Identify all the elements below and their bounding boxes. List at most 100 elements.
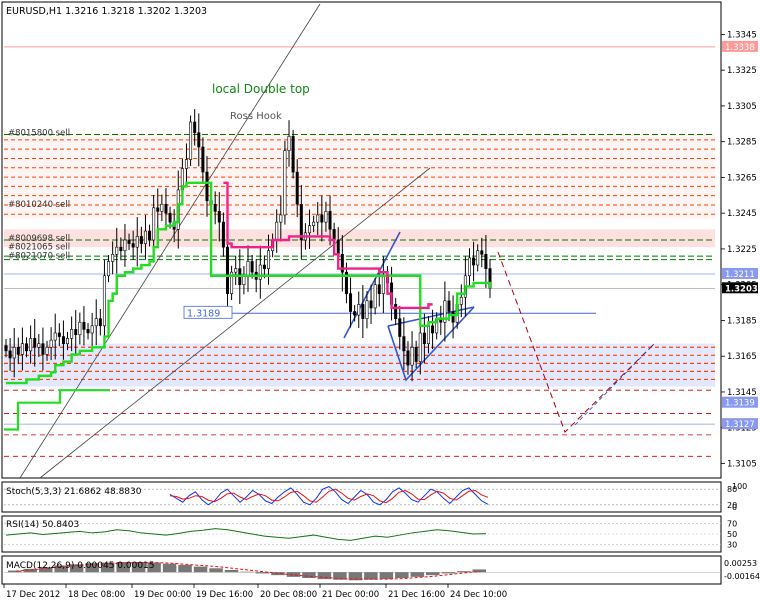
- order-level-label: #8010240 sell: [8, 200, 70, 210]
- candle-body: [82, 321, 86, 330]
- projection-path: [574, 343, 655, 426]
- supply-zone-upper: [4, 132, 715, 219]
- candle-body: [131, 243, 135, 248]
- candle-body: [279, 214, 283, 223]
- candle-body: [283, 150, 287, 216]
- macd-tick-label: -0.00164: [724, 572, 760, 581]
- macd-histogram-bar: [193, 566, 208, 573]
- candle-body: [45, 346, 49, 355]
- y-tick-label: 1.3145: [727, 388, 757, 398]
- candle-body: [217, 211, 221, 223]
- stoch-main-line: [169, 486, 489, 506]
- candle-body: [414, 346, 418, 362]
- candle-body: [57, 332, 61, 337]
- candle-body: [12, 346, 16, 359]
- candle-body: [119, 246, 123, 252]
- macd-histogram-bar: [426, 572, 440, 576]
- fast-ma-line: [6, 181, 492, 385]
- candle-body: [16, 346, 20, 355]
- macd-histogram-bar: [441, 572, 456, 574]
- candle-body: [139, 236, 143, 244]
- candle-body: [152, 207, 156, 241]
- candle-body: [291, 136, 295, 173]
- y-tick-label: 1.3225: [727, 245, 757, 255]
- macd-signal-line: [15, 562, 481, 580]
- candle-body: [246, 261, 250, 277]
- candle-body: [193, 121, 197, 134]
- candle-body: [299, 203, 303, 241]
- candle-body: [332, 228, 336, 241]
- candle-body: [340, 254, 344, 273]
- price-label: 1.3338: [725, 43, 755, 53]
- macd-histogram-bar: [364, 572, 378, 580]
- macd-histogram-bar: [38, 567, 53, 573]
- candle-body: [107, 261, 111, 277]
- stoch-tick-label: 80: [727, 485, 737, 494]
- candle-body: [74, 329, 78, 336]
- candle-body: [258, 264, 262, 280]
- candle-body: [123, 239, 127, 252]
- candle-body: [168, 212, 172, 223]
- candle-body: [102, 275, 106, 327]
- price-label-box: [722, 267, 758, 279]
- candle-body: [94, 318, 98, 327]
- candle-body: [201, 146, 205, 173]
- price-label: 1.3211: [725, 270, 755, 280]
- candle-body: [127, 239, 131, 244]
- candle-body: [410, 346, 414, 366]
- macd-histogram-bar: [116, 562, 130, 573]
- price-label-box: [722, 40, 758, 52]
- macd-histogram-bar: [85, 563, 99, 573]
- macd-histogram-bar: [209, 568, 223, 573]
- candle-body: [336, 239, 340, 255]
- candle-body: [86, 329, 90, 334]
- y-tick-label: 1.3325: [727, 66, 757, 76]
- candle-body: [353, 311, 357, 316]
- macd-histogram-bar: [147, 562, 161, 573]
- y-tick-label: 1.3105: [727, 459, 757, 469]
- candle-body: [8, 350, 12, 359]
- wedge-line: [343, 231, 401, 339]
- rsi-title: RSI(14) 50.8403: [6, 520, 79, 530]
- macd-histogram-bar: [348, 572, 363, 581]
- candle-body: [369, 300, 373, 309]
- macd-histogram-bar: [240, 571, 254, 573]
- macd-histogram-bar: [286, 572, 301, 577]
- candle-body: [225, 246, 229, 294]
- candle-body: [115, 246, 119, 255]
- candle-body: [320, 214, 324, 223]
- candle-body: [361, 304, 365, 319]
- x-tick-label: 19 Dec 16:00: [196, 590, 253, 600]
- macd-histogram-bar: [271, 572, 285, 576]
- candle-body: [49, 339, 53, 348]
- macd-histogram-bar: [162, 563, 177, 573]
- candle-body: [459, 296, 463, 305]
- x-tick-label: 24 Dec 10:00: [450, 590, 507, 600]
- candle-body: [402, 336, 406, 352]
- candle-body: [381, 275, 385, 294]
- price-label: 1.3127: [725, 420, 755, 430]
- wedge-line: [387, 306, 475, 327]
- candle-body: [467, 257, 471, 277]
- candle-body: [90, 325, 94, 334]
- macd-histogram-bar: [178, 564, 192, 573]
- candle-body: [250, 261, 254, 273]
- rsi-tick-label: 70: [727, 519, 737, 528]
- candle-body: [426, 325, 430, 344]
- fast-ma-line: [4, 389, 110, 431]
- candle-body: [451, 311, 455, 323]
- level-marker-label: 1.3189: [187, 308, 220, 319]
- y-tick-label: 1.3245: [727, 209, 757, 219]
- candle-body: [242, 275, 246, 285]
- macd-tick-label: 0.00253: [724, 559, 757, 568]
- macd-histogram-bar: [69, 564, 84, 573]
- supply-zone-lower: [4, 229, 715, 248]
- candle-body: [66, 338, 70, 344]
- macd-histogram-bar: [379, 572, 394, 580]
- order-level-label: #8021070 sell: [8, 252, 70, 262]
- price-label: 1.3139: [725, 399, 755, 409]
- rsi-line: [5, 528, 487, 541]
- candle-body: [213, 203, 217, 212]
